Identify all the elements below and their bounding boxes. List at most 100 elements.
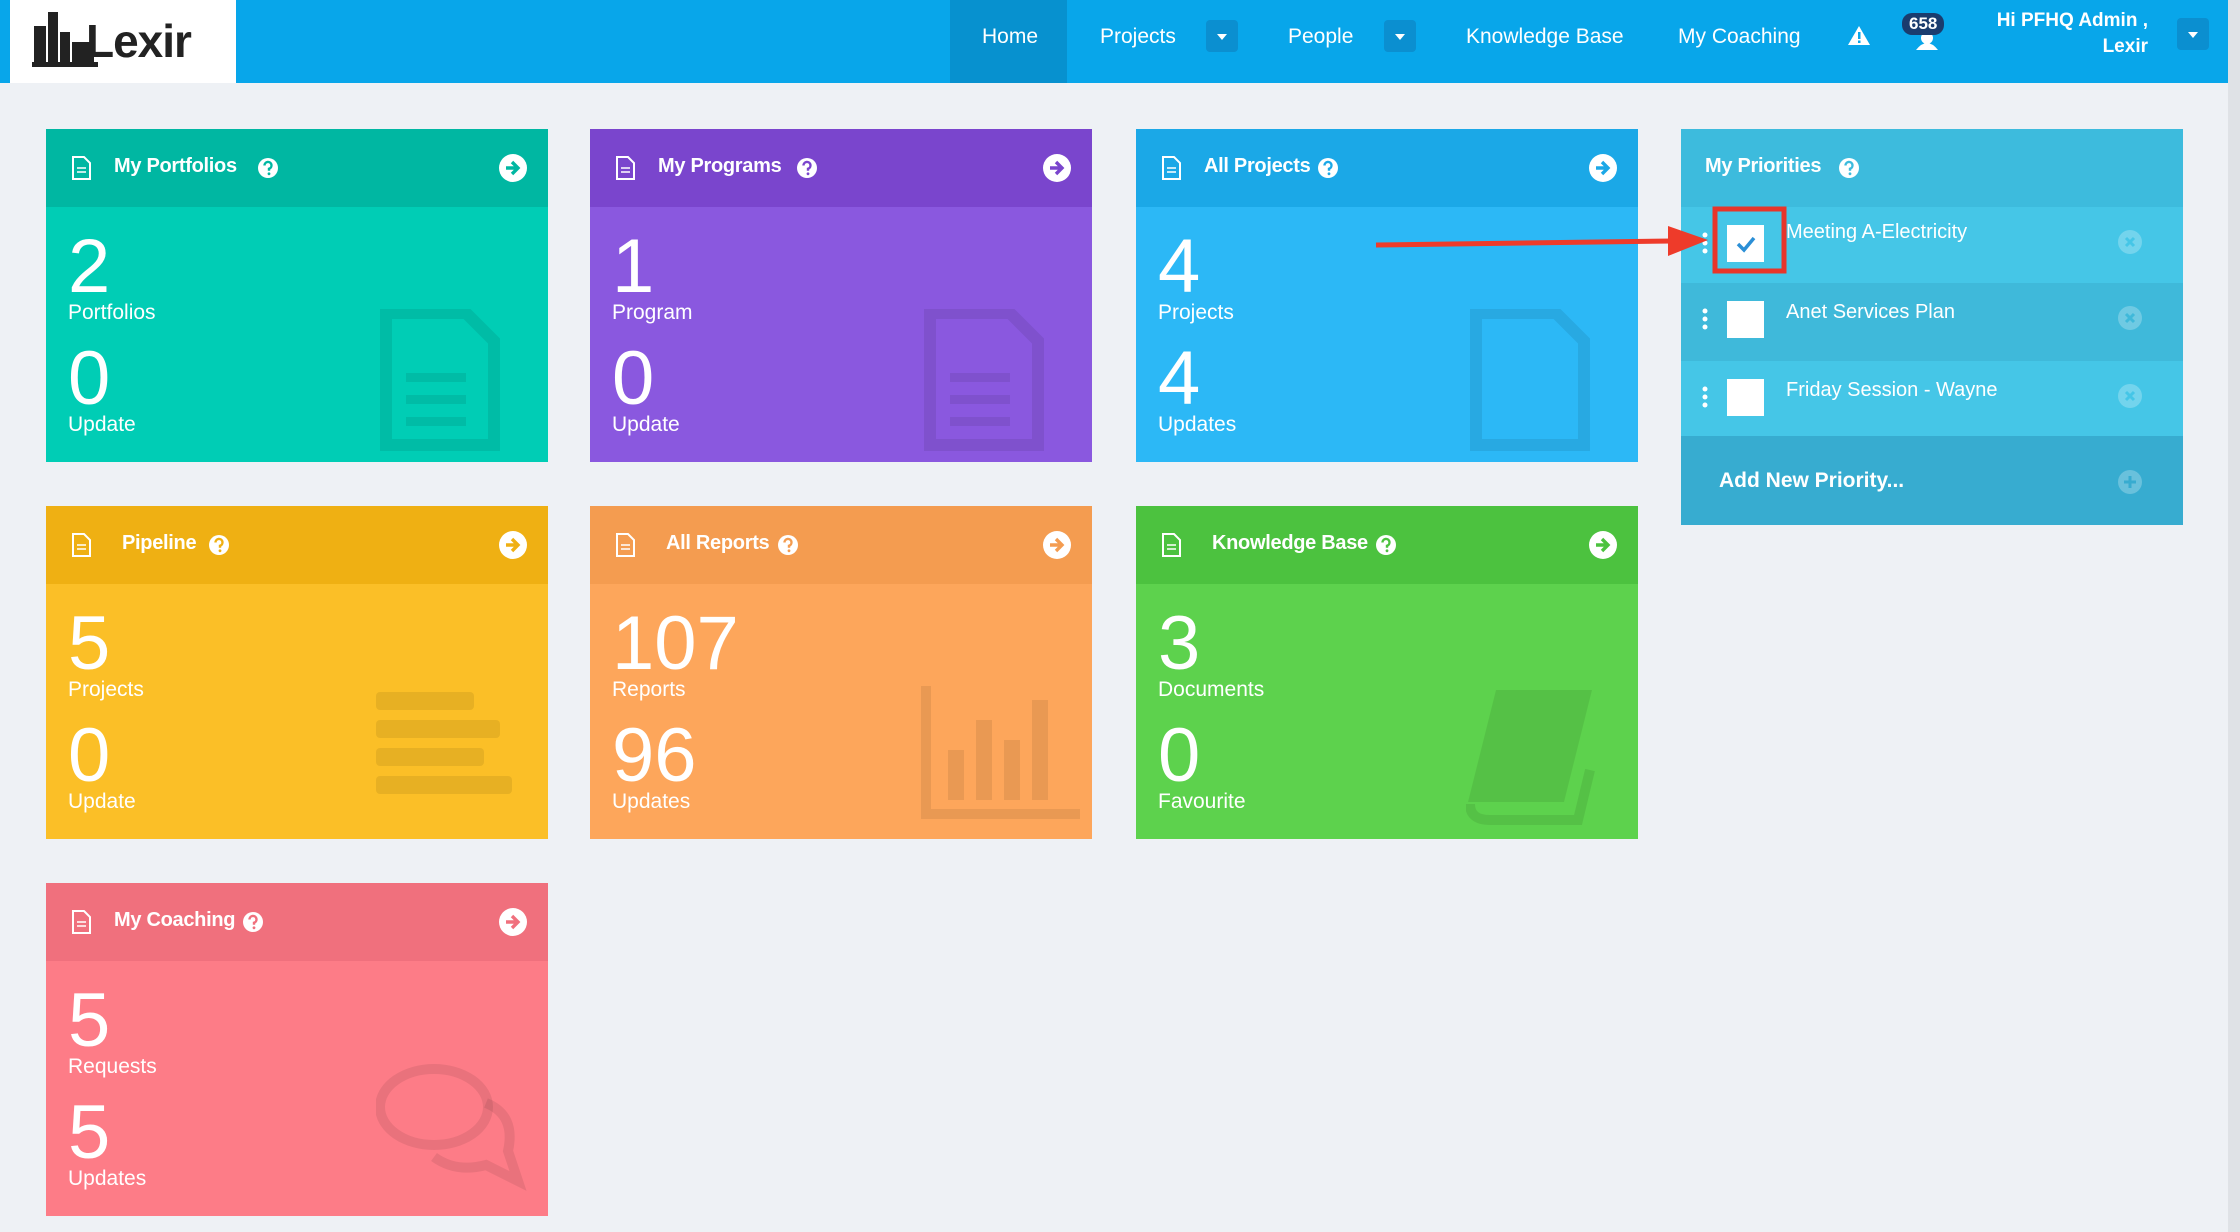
help-icon[interactable] (257, 157, 279, 184)
card-bg-icon-svg (924, 307, 1044, 451)
card-label: Requests (68, 1055, 157, 1078)
card-icon-svg (616, 156, 635, 180)
card-bg-icon-svg (380, 307, 500, 451)
logo-mark (32, 12, 98, 67)
drag-handle[interactable] (1701, 385, 1709, 417)
priority-text[interactable]: Friday Session - Wayne (1786, 379, 1998, 401)
nav-item[interactable]: People (1288, 25, 1354, 48)
card-icon (612, 155, 638, 186)
card-title: My Coaching (114, 909, 236, 931)
priority-checkbox-svg (1727, 225, 1764, 262)
nav-item[interactable]: Knowledge Base (1466, 25, 1624, 48)
help-icon-svg (1318, 158, 1338, 178)
card-number: 5 (68, 601, 111, 686)
card-arrow-svg (1043, 531, 1071, 559)
dashboard-card: My Coaching 5 Requests 5 Updates (46, 883, 548, 1216)
help-icon-svg (258, 158, 278, 178)
card-header[interactable]: My Programs (590, 129, 1092, 207)
drag-handle-svg (1702, 386, 1708, 408)
priorities-panel: My Priorities Meeting A-Electricity Anet … (1681, 129, 2183, 525)
card-header[interactable]: All Projects (1136, 129, 1638, 207)
card-header[interactable]: My Coaching (46, 883, 548, 961)
card-label: Program (612, 301, 693, 324)
priority-row: Anet Services Plan (1681, 283, 2183, 361)
nav-item[interactable]: Home (982, 25, 1039, 48)
user-menu[interactable]: Hi PFHQ Admin , Lexir (1997, 8, 2148, 60)
projects-dropdown[interactable] (1206, 20, 1238, 52)
card-icon (68, 909, 94, 940)
card-label: Portfolios (68, 301, 156, 324)
card-number: 0 (68, 713, 111, 798)
priority-text[interactable]: Meeting A-Electricity (1786, 221, 1968, 243)
card-arrow[interactable] (1588, 530, 1618, 565)
card-number: 0 (612, 336, 655, 421)
card-bg-icon (920, 686, 1090, 839)
drag-handle[interactable] (1701, 307, 1709, 339)
help-icon[interactable] (1838, 157, 1860, 179)
remove-icon-svg (2118, 230, 2142, 254)
remove-icon[interactable] (2117, 305, 2143, 337)
card-label: Updates (612, 790, 691, 813)
drag-handle[interactable] (1701, 231, 1709, 263)
card-arrow[interactable] (1042, 153, 1072, 188)
card-title: All Projects (1204, 155, 1311, 177)
priority-checkbox[interactable] (1727, 379, 1764, 422)
add-priority[interactable]: Add New Priority... (1719, 469, 1905, 492)
card-title: Pipeline (122, 532, 197, 554)
help-icon[interactable] (242, 911, 264, 938)
people-dropdown[interactable] (1384, 20, 1416, 52)
priority-checkbox[interactable] (1727, 301, 1764, 344)
nav-active-bg (950, 0, 1067, 83)
card-header[interactable]: Knowledge Base (1136, 506, 1638, 584)
card-title: My Portfolios (114, 155, 237, 177)
card-label: Projects (68, 678, 144, 701)
help-icon[interactable] (1375, 534, 1397, 561)
card-number: 0 (1158, 713, 1201, 798)
users-icon[interactable] (1912, 30, 1942, 50)
help-icon-svg (778, 535, 798, 555)
help-icon[interactable] (777, 534, 799, 561)
card-arrow-svg (499, 908, 527, 936)
priority-checkbox-svg (1727, 379, 1764, 416)
alert-icon[interactable] (1847, 24, 1871, 48)
card-header[interactable]: My Portfolios (46, 129, 548, 207)
remove-icon[interactable] (2117, 229, 2143, 261)
drag-handle-svg (1702, 232, 1708, 254)
card-header[interactable]: All Reports (590, 506, 1092, 584)
card-arrow[interactable] (498, 530, 528, 565)
nav-item[interactable]: Projects (1100, 25, 1176, 48)
card-label: Favourite (1158, 790, 1246, 813)
user-name: Lexir (2102, 36, 2148, 57)
priority-checkbox[interactable] (1727, 225, 1764, 268)
priority-text[interactable]: Anet Services Plan (1786, 301, 1955, 323)
remove-icon[interactable] (2117, 383, 2143, 415)
nav-item[interactable]: My Coaching (1678, 25, 1801, 48)
card-number: 0 (68, 336, 111, 421)
dashboard-card: My Portfolios 2 Portfolios 0 Update (46, 129, 548, 462)
card-bg-icon (1466, 307, 1636, 462)
dashboard-card: Knowledge Base 3 Documents 0 Favourite (1136, 506, 1638, 839)
help-icon[interactable] (1317, 157, 1339, 184)
card-header[interactable]: Pipeline (46, 506, 548, 584)
card-bg-icon (1465, 686, 1636, 839)
card-arrow[interactable] (1042, 530, 1072, 565)
drag-handle-svg (1702, 308, 1708, 330)
logo[interactable]: Lexir (10, 0, 236, 83)
help-icon[interactable] (796, 157, 818, 184)
card-icon-svg (1162, 533, 1181, 557)
card-bg-icon (376, 307, 546, 462)
card-bg-icon (376, 686, 546, 839)
card-label: Update (68, 790, 136, 813)
user-dropdown[interactable] (2177, 18, 2209, 50)
card-arrow[interactable] (1588, 153, 1618, 188)
dashboard-card: All Projects 4 Projects 4 Updates (1136, 129, 1638, 462)
add-icon[interactable] (2117, 469, 2143, 495)
add-priority-row[interactable]: Add New Priority... (1681, 436, 2183, 525)
card-label: Updates (1158, 413, 1237, 436)
card-arrow[interactable] (498, 153, 528, 188)
help-icon[interactable] (208, 534, 230, 561)
priority-row: Meeting A-Electricity (1681, 207, 2183, 283)
remove-icon-svg (2118, 384, 2142, 408)
card-arrow[interactable] (498, 907, 528, 942)
dashboard-card: All Reports 107 Reports 96 Updates (590, 506, 1092, 839)
